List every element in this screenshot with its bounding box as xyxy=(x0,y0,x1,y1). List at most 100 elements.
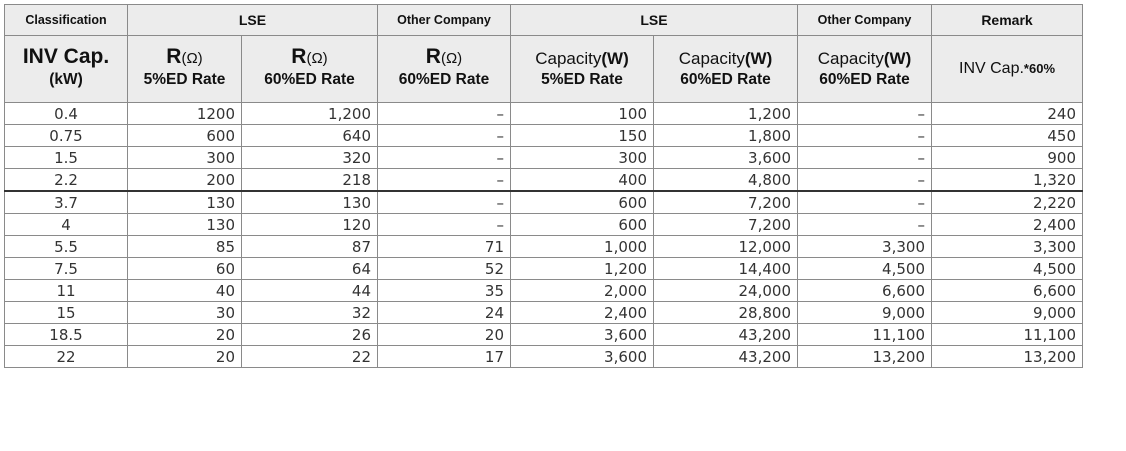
cell-cap-other-60ed: – xyxy=(797,124,932,147)
cell-cap-5ed: 150 xyxy=(510,124,654,147)
table-row: 4 130 120–600 7,200–2,400 xyxy=(4,213,1083,236)
header-remark-formula: INV Cap.*60% xyxy=(931,35,1083,103)
remark-inv-cap: INV Cap. xyxy=(959,59,1024,77)
ohm-unit: (Ω) xyxy=(440,50,463,67)
cell-r-5ed: 300 xyxy=(127,146,242,169)
cell-inv-cap: 1.5 xyxy=(4,146,128,169)
cell-r-5ed: 1200 xyxy=(127,102,242,125)
cell-r-60ed: 130 xyxy=(241,190,378,214)
cell-cap-5ed: 3,600 xyxy=(510,345,654,368)
capacity-label: Capacity xyxy=(678,49,745,68)
cell-remark: 3,300 xyxy=(931,235,1083,258)
cell-remark: 240 xyxy=(931,102,1083,125)
header-kw-unit: (kW) xyxy=(4,70,128,103)
ohm-unit: (Ω) xyxy=(306,50,328,67)
cell-cap-other-60ed: 6,600 xyxy=(797,279,932,302)
cell-r-other-60ed: – xyxy=(377,168,511,192)
header-capacity-other-60ed: Capacity(W) xyxy=(797,35,932,70)
table-row: 2.2 200 218–400 4,800–1,320 xyxy=(4,168,1083,192)
header-rate-5ed-cap: 5%ED Rate xyxy=(510,70,654,103)
header-other-company-capacity: Other Company xyxy=(797,4,932,36)
cell-r-5ed: 600 xyxy=(127,124,242,147)
header-r-5ed: R(Ω) xyxy=(127,35,242,70)
braking-resistor-table: Classification LSE Other Company LSE Oth… xyxy=(4,4,1083,368)
cell-cap-5ed: 300 xyxy=(510,146,654,169)
cell-r-60ed: 218 xyxy=(241,168,378,192)
table-row: 1.5 300 320–300 3,600–900 xyxy=(4,146,1083,169)
header-row-group: Classification LSE Other Company LSE Oth… xyxy=(4,4,1083,36)
cell-r-60ed: 32 xyxy=(241,301,378,324)
cell-cap-60ed: 12,000 xyxy=(653,235,798,258)
header-r-other-60ed: R(Ω) xyxy=(377,35,511,70)
w-unit: (W) xyxy=(883,49,912,68)
cell-inv-cap: 5.5 xyxy=(4,235,128,258)
header-rate-60ed-r: 60%ED Rate xyxy=(241,70,378,103)
header-capacity-5ed: Capacity(W) xyxy=(510,35,654,70)
cell-remark: 2,220 xyxy=(931,190,1083,214)
header-r-60ed: R(Ω) xyxy=(241,35,378,70)
header-inv-cap: INV Cap. xyxy=(4,35,128,70)
cell-cap-60ed: 14,400 xyxy=(653,257,798,280)
cell-r-5ed: 130 xyxy=(127,213,242,236)
cell-r-other-60ed: – xyxy=(377,213,511,236)
table-row: 15 30 32 24 2,400 28,800 9,000 9,000 xyxy=(4,301,1083,324)
cell-cap-60ed: 7,200 xyxy=(653,190,798,214)
cell-r-5ed: 130 xyxy=(127,190,242,214)
cell-cap-5ed: 100 xyxy=(510,102,654,125)
table-container: Classification LSE Other Company LSE Oth… xyxy=(4,4,1083,368)
cell-inv-cap: 15 xyxy=(4,301,128,324)
header-rate-60ed-cap: 60%ED Rate xyxy=(653,70,798,103)
cell-cap-other-60ed: – xyxy=(797,102,932,125)
cell-remark: 6,600 xyxy=(931,279,1083,302)
table-row: 22 20 22 17 3,600 43,200 13,200 13,200 xyxy=(4,345,1083,368)
cell-remark: 900 xyxy=(931,146,1083,169)
cell-cap-60ed: 1,800 xyxy=(653,124,798,147)
table-row: 7.5 60 64 52 1,200 14,400 4,500 4,500 xyxy=(4,257,1083,280)
header-row-quantity: INV Cap. R(Ω) R(Ω) R(Ω) Capacity(W) Capa… xyxy=(4,35,1083,103)
cell-cap-60ed: 43,200 xyxy=(653,323,798,346)
cell-inv-cap: 11 xyxy=(4,279,128,302)
cell-inv-cap: 3.7 xyxy=(4,190,128,214)
cell-r-other-60ed: 17 xyxy=(377,345,511,368)
cell-cap-5ed: 600 xyxy=(510,190,654,214)
cell-r-60ed: 1,200 xyxy=(241,102,378,125)
r-symbol: R xyxy=(166,45,182,68)
cell-remark: 2,400 xyxy=(931,213,1083,236)
header-lse-capacity: LSE xyxy=(510,4,798,36)
cell-cap-other-60ed: – xyxy=(797,168,932,192)
cell-cap-other-60ed: 3,300 xyxy=(797,235,932,258)
cell-r-5ed: 200 xyxy=(127,168,242,192)
table-row: 3.7 130 130–600 7,200–2,220 xyxy=(4,190,1083,214)
cell-r-5ed: 60 xyxy=(127,257,242,280)
cell-cap-60ed: 3,600 xyxy=(653,146,798,169)
cell-cap-5ed: 3,600 xyxy=(510,323,654,346)
cell-inv-cap: 0.75 xyxy=(4,124,128,147)
cell-r-other-60ed: 20 xyxy=(377,323,511,346)
cell-remark: 13,200 xyxy=(931,345,1083,368)
cell-cap-5ed: 1,000 xyxy=(510,235,654,258)
cell-cap-5ed: 2,400 xyxy=(510,301,654,324)
cell-inv-cap: 18.5 xyxy=(4,323,128,346)
cell-r-60ed: 22 xyxy=(241,345,378,368)
remark-60-percent: *60% xyxy=(1023,60,1055,76)
cell-cap-60ed: 4,800 xyxy=(653,168,798,192)
cell-r-60ed: 44 xyxy=(241,279,378,302)
cell-inv-cap: 22 xyxy=(4,345,128,368)
cell-r-other-60ed: – xyxy=(377,124,511,147)
table-row: 0.75 600 640–150 1,800–450 xyxy=(4,124,1083,147)
cell-inv-cap: 2.2 xyxy=(4,168,128,192)
cell-r-60ed: 87 xyxy=(241,235,378,258)
capacity-label: Capacity xyxy=(817,49,884,68)
cell-r-other-60ed: 52 xyxy=(377,257,511,280)
cell-cap-other-60ed: – xyxy=(797,146,932,169)
cell-r-other-60ed: – xyxy=(377,190,511,214)
cell-cap-other-60ed: – xyxy=(797,213,932,236)
cell-cap-60ed: 24,000 xyxy=(653,279,798,302)
cell-cap-other-60ed: 9,000 xyxy=(797,301,932,324)
cell-remark: 1,320 xyxy=(931,168,1083,192)
cell-cap-5ed: 1,200 xyxy=(510,257,654,280)
cell-inv-cap: 7.5 xyxy=(4,257,128,280)
cell-inv-cap: 4 xyxy=(4,213,128,236)
cell-cap-other-60ed: 4,500 xyxy=(797,257,932,280)
cell-cap-60ed: 28,800 xyxy=(653,301,798,324)
